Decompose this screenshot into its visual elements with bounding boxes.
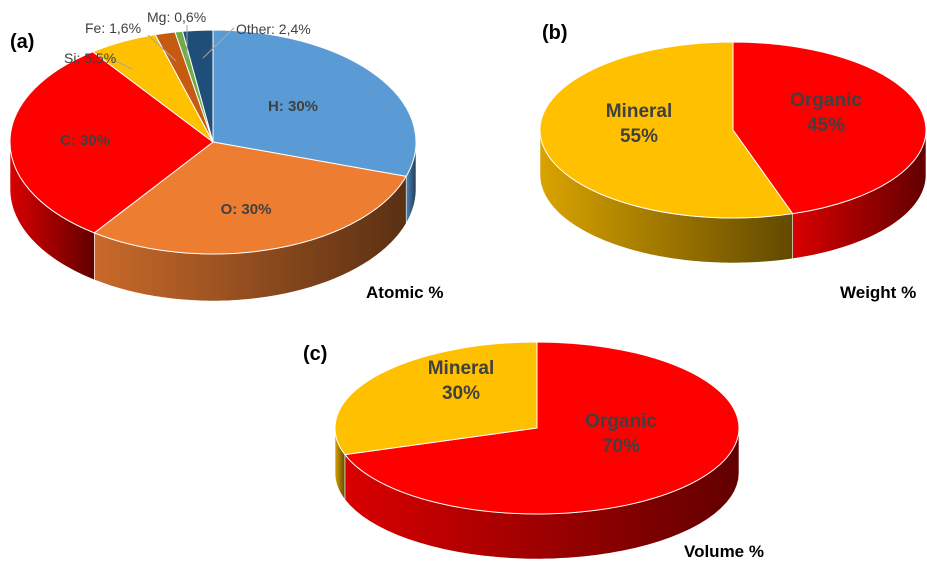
slice-value-label: 70% <box>602 436 640 457</box>
slice-label-outer: Other: 2,4% <box>236 21 311 37</box>
pie-slice <box>539 41 794 219</box>
leader-line <box>147 34 177 62</box>
panel-label-c: (c) <box>303 343 327 365</box>
slice-label: H: 30% <box>268 98 318 115</box>
slice-value-label: 30% <box>442 383 480 404</box>
slice-name-label: Mineral <box>606 101 673 122</box>
caption-volume: Volume % <box>684 542 764 561</box>
slice-label-outer: Fe: 1,6% <box>85 20 141 36</box>
slice-value-label: 45% <box>807 115 845 136</box>
pie-slice <box>343 341 740 515</box>
slice-name-label: Organic <box>790 90 862 111</box>
pie-slice <box>212 29 417 177</box>
pie-chart-volume <box>334 341 740 560</box>
slice-label-outer: Si: 5,5% <box>64 50 116 66</box>
pie-top-faces <box>334 341 740 515</box>
slice-label: O: 30% <box>221 201 272 218</box>
pie-top-faces <box>9 29 417 255</box>
pie-slice <box>93 141 407 255</box>
pie-top-faces <box>539 41 927 219</box>
pie-chart-weight <box>539 41 927 264</box>
slice-label-outer: Mg: 0,6% <box>147 9 206 25</box>
slice-name-label: Mineral <box>428 358 495 379</box>
slice-value-label: 55% <box>620 126 658 147</box>
panel-label-a: (a) <box>10 31 34 53</box>
slice-name-label: Organic <box>585 411 657 432</box>
pie-slice <box>334 341 538 456</box>
caption-atomic: Atomic % <box>366 283 443 302</box>
leader-line <box>111 58 133 70</box>
pie-slice <box>181 29 214 143</box>
pie-slice <box>732 41 927 215</box>
caption-weight: Weight % <box>840 283 916 302</box>
panel-label-b: (b) <box>542 22 568 44</box>
leader-line <box>202 27 235 59</box>
pie-slice <box>9 51 214 234</box>
slice-label: C: 30% <box>60 132 110 149</box>
pie-chart-atomic <box>9 29 417 302</box>
